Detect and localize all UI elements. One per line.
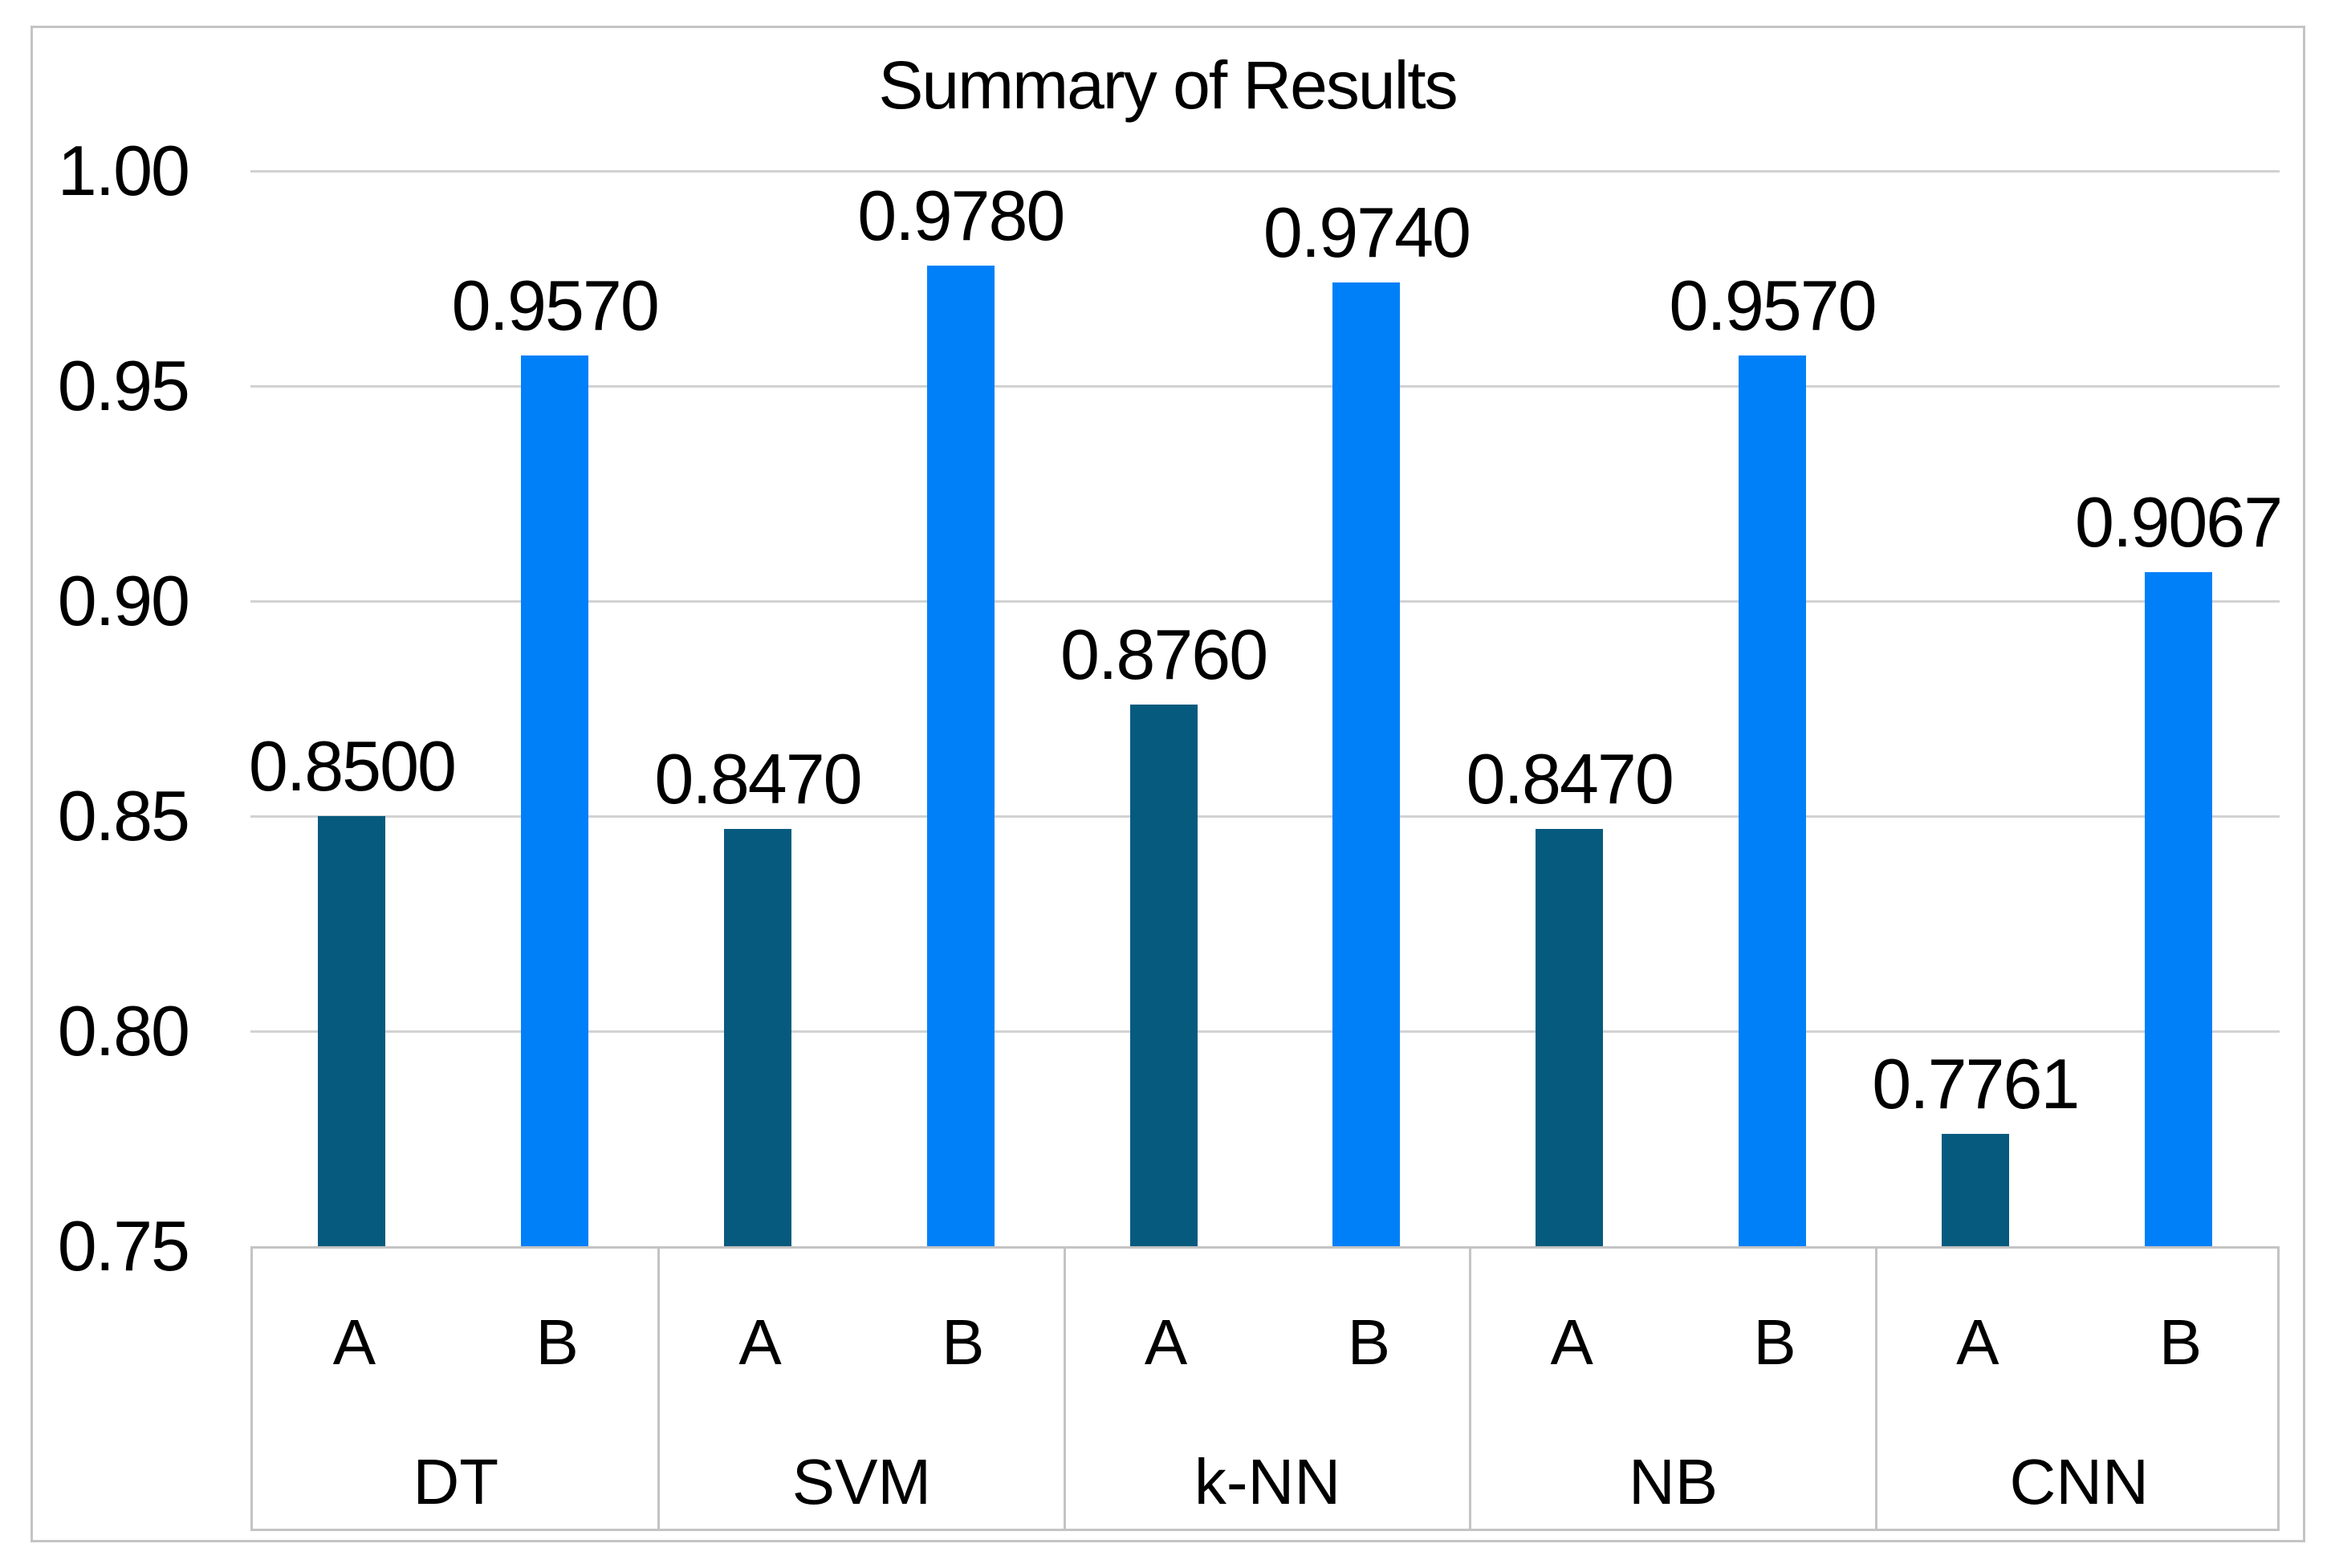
sub-category-label-SVM-A: A [738,1306,782,1379]
bar-NB-A [1536,829,1604,1246]
gridline [250,600,2280,603]
bar-k-NN-B [1332,282,1401,1246]
chart-title: Summary of Results [878,47,1458,123]
data-label-SVM-B: 0.9780 [857,175,1065,255]
sub-category-label-NB-B: B [1753,1306,1796,1379]
gridline [250,815,2280,818]
bar-DT-A [318,816,386,1246]
group-label-k-NN: k-NN [1194,1446,1341,1518]
data-label-CNN-A: 0.7761 [1872,1044,2080,1124]
data-label-k-NN-A: 0.8760 [1060,614,1268,694]
y-axis-tick-label: 0.85 [57,776,190,855]
sub-category-label-DT-A: A [332,1306,376,1379]
data-label-NB-B: 0.9570 [1669,266,1877,346]
bar-CNN-B [2144,572,2212,1246]
sub-category-label-DT-B: B [535,1306,579,1379]
gridline [250,1030,2280,1033]
group-label-NB: NB [1629,1446,1719,1518]
sub-category-label-CNN-A: A [1956,1306,1999,1379]
group-label-SVM: SVM [791,1446,932,1518]
bar-NB-B [1739,355,1806,1246]
data-label-CNN-B: 0.9067 [2075,482,2283,563]
gridline [250,170,2280,173]
bar-SVM-A [724,829,791,1246]
group-label-CNN: CNN [2009,1446,2149,1518]
y-axis-tick-label: 0.80 [57,991,190,1070]
category-divider [1063,1249,1066,1529]
data-label-NB-A: 0.8470 [1466,739,1674,819]
sub-category-label-CNN-B: B [2158,1306,2203,1379]
bar-k-NN-A [1129,704,1198,1246]
y-axis-tick-label: 0.90 [57,561,190,640]
category-divider [1874,1249,1877,1529]
group-label-DT: DT [413,1446,499,1518]
y-axis-tick-label: 1.00 [57,131,190,210]
y-axis-tick-label: 0.95 [57,346,190,425]
category-divider [657,1249,661,1529]
sub-category-label-k-NN-B: B [1347,1306,1391,1379]
category-divider [1469,1249,1472,1529]
sub-category-label-NB-A: A [1550,1306,1593,1379]
data-label-SVM-A: 0.8470 [654,739,862,819]
data-label-DT-A: 0.8500 [248,726,457,806]
y-axis-tick-label: 0.75 [57,1206,190,1286]
bar-CNN-A [1941,1134,2009,1246]
bar-SVM-B [926,265,995,1246]
sub-category-label-k-NN-A: A [1144,1306,1188,1379]
sub-category-label-SVM-B: B [942,1306,985,1379]
data-label-DT-B: 0.9570 [451,266,660,346]
gridline [250,385,2280,388]
data-label-k-NN-B: 0.9740 [1263,193,1471,273]
bar-DT-B [521,355,589,1246]
